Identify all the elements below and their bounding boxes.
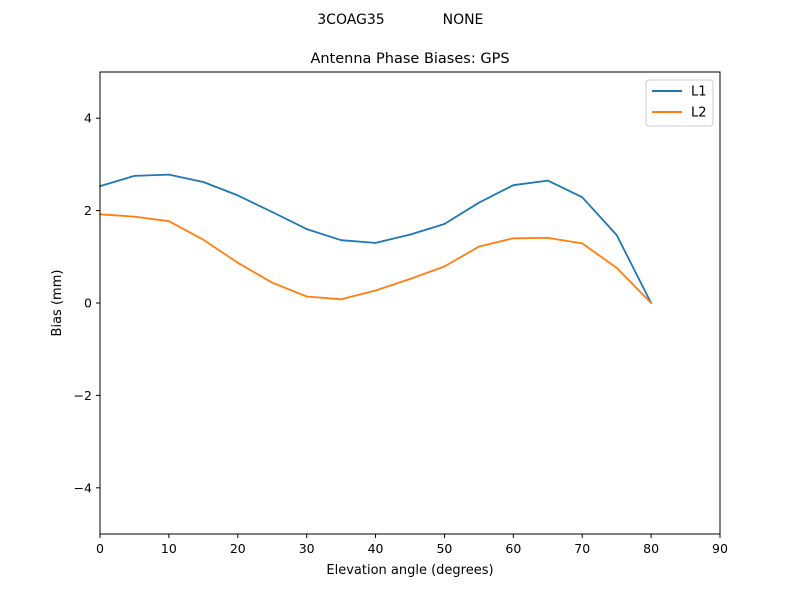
y-axis-ticks: −4 −2 0 2 4 (74, 111, 100, 495)
data-point-l2 (581, 242, 584, 245)
data-point-l2 (236, 261, 239, 264)
data-point-l2 (650, 302, 653, 304)
legend-label-l1: L1 (691, 85, 707, 100)
data-point-l1 (581, 196, 584, 199)
data-point-l1 (236, 194, 239, 197)
y-tick-label: −4 (74, 480, 92, 495)
data-point-l1 (202, 181, 205, 183)
data-point-l2 (340, 298, 343, 301)
x-tick-label: 70 (574, 541, 590, 556)
data-point-l2 (477, 245, 480, 248)
data-point-l1 (167, 173, 170, 176)
data-point-l1 (409, 233, 411, 236)
x-tick-label: 20 (230, 541, 246, 556)
data-point-l2 (409, 278, 411, 280)
data-point-l2 (202, 238, 205, 241)
legend-label-l2: L2 (691, 106, 707, 121)
legend: L1 L2 (645, 79, 714, 127)
data-point-l2 (443, 265, 446, 268)
data-point-l1 (340, 239, 343, 242)
data-point-l1 (305, 228, 308, 230)
data-point-l2 (512, 237, 515, 240)
x-tick-label: 90 (712, 541, 728, 556)
data-point-l2 (271, 281, 274, 284)
data-point-l1 (512, 184, 515, 187)
data-point-l2 (133, 215, 136, 218)
x-tick-label: 50 (436, 541, 452, 556)
x-tick-label: 0 (96, 541, 104, 556)
y-axis-label: Bias (mm) (50, 270, 65, 337)
data-point-l2 (374, 289, 377, 292)
data-point-l1 (133, 175, 136, 177)
suptitle-antenna: 3COAG35 (317, 12, 384, 28)
y-tick-label: −2 (74, 388, 92, 403)
series-layer (99, 173, 653, 304)
x-tick-label: 40 (368, 541, 384, 556)
data-point-l1 (271, 211, 274, 213)
data-point-l2 (615, 266, 618, 269)
data-point-l1 (477, 201, 480, 204)
x-tick-label: 80 (643, 541, 659, 556)
data-point-l1 (615, 234, 618, 236)
x-tick-label: 10 (161, 541, 177, 556)
x-tick-label: 30 (299, 541, 315, 556)
x-axis-ticks: 0 10 20 30 40 50 60 70 80 90 (96, 534, 728, 556)
y-tick-label: 0 (84, 296, 92, 311)
data-point-l1 (374, 242, 377, 244)
chart-title: Antenna Phase Biases: GPS (310, 51, 509, 67)
x-tick-label: 60 (505, 541, 521, 556)
data-point-l2 (546, 236, 549, 239)
x-axis-label: Elevation angle (degrees) (326, 563, 493, 578)
data-point-l2 (305, 295, 308, 298)
y-tick-label: 2 (84, 203, 92, 218)
data-point-l1 (443, 223, 446, 225)
suptitle-radome: NONE (443, 12, 484, 28)
data-point-l1 (546, 179, 549, 182)
y-tick-label: 4 (84, 111, 92, 126)
data-point-l2 (167, 220, 170, 223)
